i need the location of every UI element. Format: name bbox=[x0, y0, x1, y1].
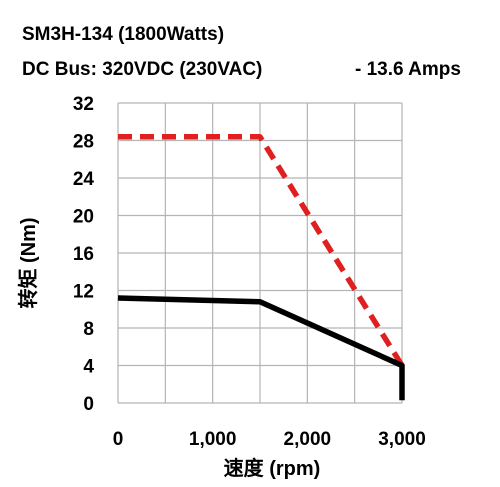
series-group bbox=[117, 134, 405, 401]
series-line-dashed bbox=[118, 134, 405, 367]
y-axis-label: 转矩 (Nm) bbox=[16, 217, 40, 308]
grid bbox=[117, 102, 403, 404]
dc-bus-label: DC Bus: 320VDC (230VAC) bbox=[22, 59, 263, 80]
y-tick-label: 8 bbox=[83, 319, 94, 340]
y-tick-labels: 0 4 8 12 16 20 24 28 32 bbox=[73, 94, 95, 415]
y-tick-label: 20 bbox=[73, 207, 94, 228]
x-axis-label: 速度 (rpm) bbox=[224, 456, 321, 480]
y-tick-label: 4 bbox=[83, 357, 94, 378]
x-tick-labels: 0 1,000 2,000 3,000 bbox=[113, 429, 426, 450]
x-tick-label: 3,000 bbox=[378, 429, 426, 450]
x-tick-label: 0 bbox=[113, 429, 124, 450]
x-tick-label: 1,000 bbox=[189, 429, 237, 450]
y-tick-label: 12 bbox=[73, 282, 94, 303]
y-tick-label: 32 bbox=[73, 94, 94, 115]
y-tick-label: 24 bbox=[73, 169, 95, 190]
x-tick-label: 2,000 bbox=[284, 429, 332, 450]
chart-subtitle: DC Bus: 320VDC (230VAC) - 13.6 Amps bbox=[22, 59, 461, 81]
chart-title: SM3H-134 (1800Watts) bbox=[22, 24, 225, 45]
y-tick-label: 0 bbox=[83, 394, 94, 415]
y-tick-label: 28 bbox=[73, 132, 94, 153]
y-tick-label: 16 bbox=[73, 244, 94, 265]
series-line-solid bbox=[117, 295, 405, 401]
current-label: - 13.6 Amps bbox=[355, 59, 461, 80]
